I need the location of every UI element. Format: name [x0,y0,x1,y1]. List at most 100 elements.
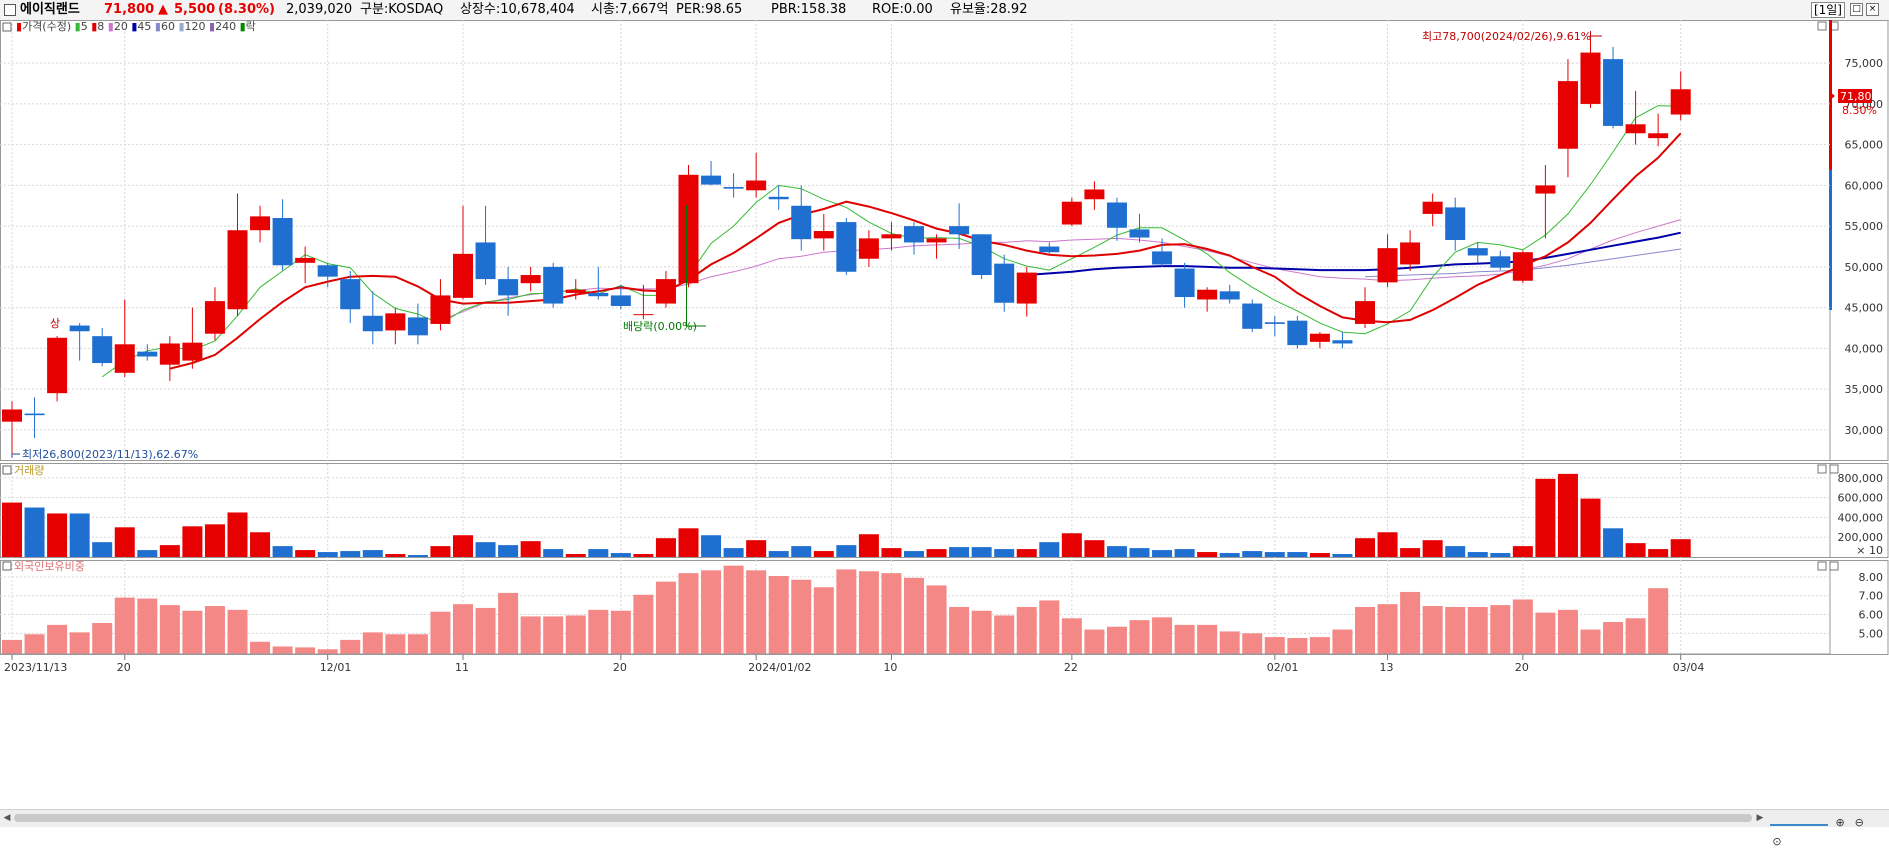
volume-bar [137,550,158,557]
foreign-bar [182,610,203,654]
candle-body [159,343,180,365]
volume-bar [813,551,834,557]
zoom-in-icon[interactable]: ⊕ [1835,816,1845,829]
foreign-bar [858,571,879,654]
candle-body [858,238,879,259]
foreign-bar [633,594,654,654]
candle-body [1242,303,1263,329]
candle-body [92,336,113,364]
foreign-bar [227,609,248,654]
candle-body [1197,289,1218,300]
price-tick-label: 40,000 [1845,342,1884,355]
foreign-bar [1603,622,1624,654]
candle-body [813,231,834,239]
foreign-bar [1197,624,1218,654]
volume-bar [588,549,609,557]
svg-text:▮가격(수정) ▮5 ▮8 ▮20 ▮45 ▮60 ▮120: ▮가격(수정) ▮5 ▮8 ▮20 ▮45 ▮60 ▮120 ▮240 ▮락 [16,20,256,33]
stock-name[interactable]: 에이직랜드 [20,2,80,17]
legend-checkbox[interactable] [2,22,12,32]
volume-bar [2,502,22,557]
legend-ma45: 45 [137,20,151,33]
candle-body [1152,251,1173,265]
close-icon[interactable]: × [1866,3,1879,16]
volume-bar [971,547,992,557]
candle-body [1580,52,1601,104]
volume-bar [295,550,316,557]
candle-body [317,265,338,277]
foreign-checkbox[interactable] [2,561,12,571]
dividend-annotation: 배당락(0.00%) [623,320,697,333]
foreign-bar [407,634,428,654]
volume-bar [362,550,383,557]
volume-bar [430,546,451,557]
pane-close-icon [1829,464,1839,474]
date-tick-label: 10 [883,661,897,674]
price-tick-label: 35,000 [1845,383,1884,396]
volume-bar [1625,543,1646,557]
candle-body [949,226,970,235]
volume-bar [453,535,473,557]
price-tick-label: 60,000 [1845,179,1884,192]
stock-chart[interactable]: 30,000 35,000 40,000 45,000 50,000 55,000 60,0… [0,20,1889,809]
candle-body [1490,256,1511,268]
foreign-tick-label: 5.00 [1859,627,1884,640]
date-tick-label: 13 [1380,661,1394,674]
foreign-bar [926,585,947,654]
volume-label: 거래량 [14,464,44,477]
volume-bar [994,549,1015,557]
legend-ma120-marker: ▮ [178,20,184,33]
date-tick-label: 20 [1515,661,1529,674]
volume-bar [1355,538,1375,557]
scroll-thumb[interactable] [14,814,1752,822]
legend-price: 가격(수정) [22,20,71,33]
foreign-bar [1219,631,1240,654]
volume-bar [182,526,203,557]
legend-ma240: 240 [215,20,236,33]
restore-icon[interactable]: □ [1850,3,1863,16]
retention-ratio: 유보율:28.92 [950,2,1028,17]
foreign-bar [1467,607,1488,654]
volume-bar [723,548,744,557]
candle-body [69,325,90,332]
foreign-bar [453,604,473,654]
foreign-tick-label: 6.00 [1859,609,1884,622]
zoom-controls: ⊕ ⊖ ⊙ [1770,811,1885,848]
candle-body [1016,272,1037,304]
foreign-bar [362,632,383,654]
moving-average-lines [101,105,1682,378]
foreign-bar [949,607,970,654]
candle-body [881,234,902,239]
foreign-bar [204,606,225,654]
scroll-right-icon[interactable]: ▶ [1756,813,1764,823]
foreign-bar [1535,612,1556,654]
chart-scrollbar[interactable]: ◀ ▶ ⊕ ⊖ ⊙ [0,809,1889,848]
candle-body [701,175,722,185]
select-checkbox[interactable] [4,4,16,16]
candle-body [791,205,812,240]
candle-body [407,317,428,336]
volume-bar [1016,549,1037,557]
candle-body [114,344,135,373]
legend-ma20-marker: ▮ [108,20,114,33]
candle-body [746,180,767,191]
low-arrow-icon [11,453,20,458]
volume-bar [204,524,225,557]
candle-body [1445,207,1466,240]
zoom-reset-icon[interactable]: ⊙ [1772,835,1782,848]
volume-bar [92,542,113,557]
volume-bar [836,545,857,557]
scroll-left-icon[interactable]: ◀ [3,813,11,823]
period-selector[interactable]: [1일] [1810,2,1845,18]
foreign-legend: 외국인보유비중 [2,560,85,573]
volume-checkbox[interactable] [2,465,12,475]
candle-body [836,222,857,272]
candle-body [498,279,519,296]
legend-ma60: 60 [161,20,175,33]
foreign-bar [114,597,135,654]
candle-body [1106,202,1127,228]
zoom-out-icon[interactable]: ⊖ [1854,816,1864,829]
zoom-slider-icon[interactable] [1770,814,1828,826]
ma20-line [440,219,1681,321]
date-tick-label: 11 [455,661,469,674]
candle-body [1129,229,1150,238]
